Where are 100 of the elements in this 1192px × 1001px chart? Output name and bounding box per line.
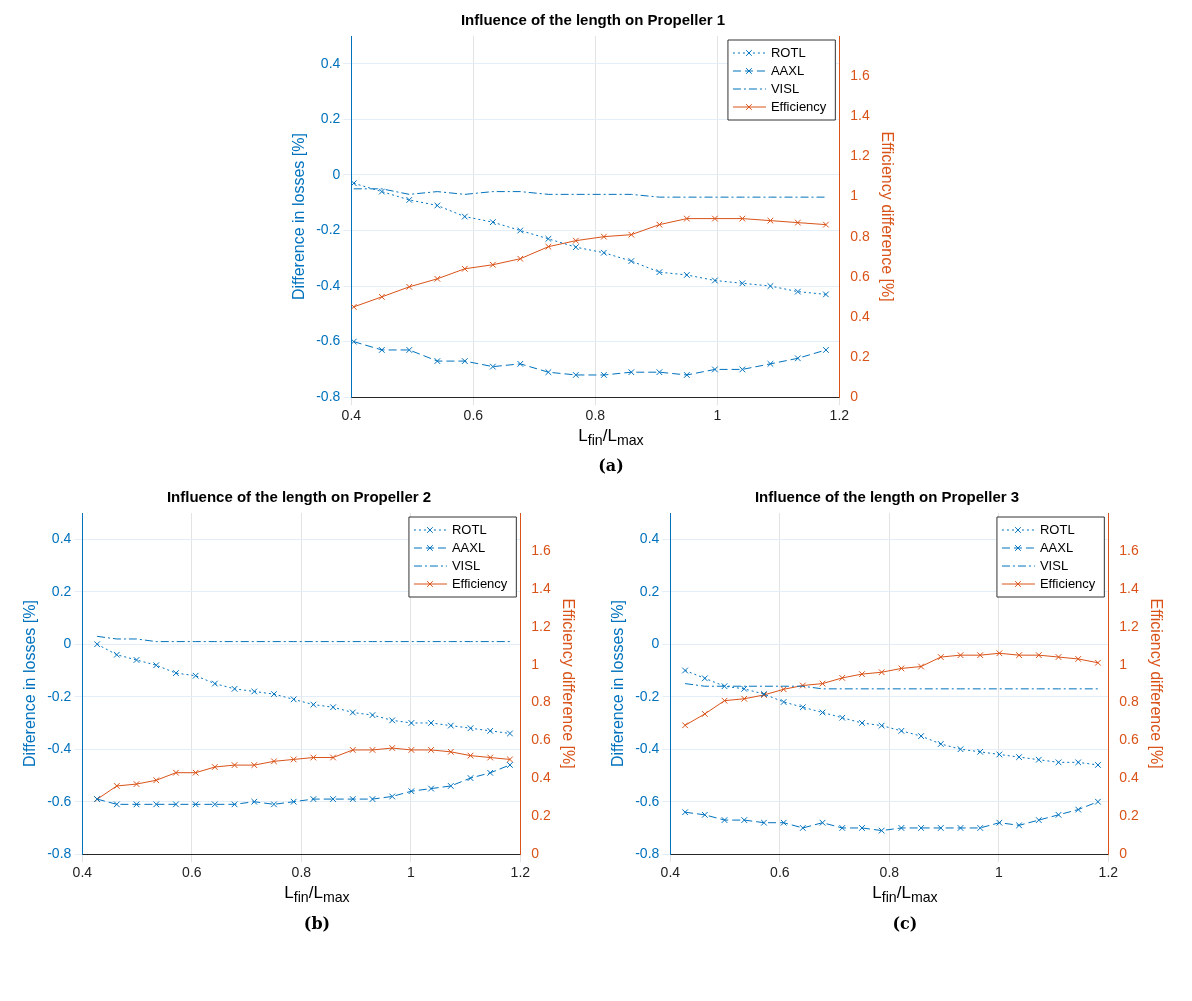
point: [447, 783, 455, 790]
point: [434, 357, 441, 365]
point: [489, 218, 497, 226]
point: [467, 725, 474, 732]
point: [461, 357, 469, 365]
point: [172, 670, 180, 677]
point: [683, 215, 691, 222]
point: [794, 219, 802, 226]
point: [917, 825, 925, 832]
point: [211, 801, 219, 809]
x-tick-label: 1.2: [1098, 864, 1119, 881]
point: [545, 243, 552, 251]
legend-label: Efficiency: [1039, 575, 1096, 591]
point: [878, 669, 885, 676]
y2-tick-label: 1.4: [850, 107, 871, 124]
point: [656, 221, 663, 228]
y-tick-label: -0.8: [316, 388, 341, 405]
point: [310, 754, 317, 762]
point: [822, 291, 830, 298]
point: [600, 371, 608, 379]
point: [434, 275, 441, 283]
y2-tick-label: 1: [531, 655, 540, 672]
point: [600, 249, 608, 257]
point: [838, 714, 846, 722]
point: [461, 213, 469, 220]
point: [427, 747, 435, 754]
y-tick-label: 0.4: [639, 530, 660, 547]
point: [486, 769, 494, 777]
point: [211, 764, 219, 771]
x-tick-label: 0.6: [463, 407, 484, 424]
point: [740, 695, 748, 703]
y2-tick-label: 1.2: [1119, 617, 1140, 634]
legend-label: VISL: [451, 557, 481, 573]
point: [369, 712, 376, 719]
point: [434, 202, 441, 209]
point: [976, 825, 984, 832]
legend-label: AAXL: [1039, 539, 1074, 555]
y2-tick-label: 1.2: [531, 617, 552, 634]
point: [310, 701, 317, 709]
point: [780, 819, 787, 827]
point: [996, 819, 1003, 827]
legend-label: ROTL: [451, 521, 487, 537]
point: [627, 368, 635, 376]
x-tick-label: 0.6: [182, 864, 202, 881]
y2-tick-label: 0.8: [1119, 693, 1140, 710]
point: [898, 665, 905, 673]
legend-label: AAXL: [451, 539, 486, 555]
point: [467, 752, 474, 760]
point: [405, 196, 413, 204]
point: [250, 688, 258, 696]
y2-tick-label: 0.2: [850, 347, 871, 364]
text: (c): [891, 913, 919, 933]
legend-label: ROTL: [1039, 521, 1075, 537]
point: [937, 825, 945, 832]
point: [405, 283, 413, 291]
y-tick-label: 0.4: [51, 530, 72, 547]
y2-tick-label: 1.4: [1119, 580, 1140, 597]
point: [898, 727, 905, 735]
y2-tick-label: 0.8: [850, 227, 871, 244]
point: [310, 796, 317, 803]
point: [152, 662, 160, 669]
y-tick-label: -0.4: [316, 276, 341, 293]
point: [192, 672, 199, 680]
point: [838, 825, 846, 832]
point: [405, 346, 413, 354]
chart-title: Influence of the length on Propeller 2: [166, 488, 432, 506]
point: [627, 231, 635, 238]
point: [489, 261, 497, 269]
y2-tick-label: 1.6: [531, 542, 552, 559]
point: [739, 215, 746, 222]
point: [408, 747, 415, 754]
point: [878, 722, 885, 730]
point: [656, 268, 663, 276]
point: [192, 769, 199, 777]
point: [701, 710, 709, 718]
point: [767, 217, 774, 224]
x-tick-label: 1: [713, 407, 722, 424]
point: [231, 685, 238, 693]
point: [739, 279, 746, 287]
point: [290, 696, 297, 704]
point: [461, 265, 469, 273]
y2-tick-label: 0: [531, 845, 540, 862]
y2-tick-label: 0.6: [850, 267, 871, 284]
point: [231, 801, 238, 809]
x-tick-label: 0.4: [72, 864, 93, 881]
text: (b): [302, 913, 332, 933]
point: [819, 819, 826, 827]
point: [740, 685, 748, 693]
point: [822, 221, 830, 228]
point: [192, 801, 199, 809]
point: [1074, 759, 1082, 767]
point: [486, 754, 494, 762]
x-tick-label: 0.4: [341, 407, 362, 424]
point: [996, 751, 1003, 759]
y2-axis-title: Efficiency difference [%]: [559, 598, 577, 770]
point: [767, 360, 774, 368]
point: [1094, 762, 1102, 769]
point: [1094, 659, 1102, 667]
point: [819, 680, 826, 688]
point: [1015, 754, 1023, 761]
